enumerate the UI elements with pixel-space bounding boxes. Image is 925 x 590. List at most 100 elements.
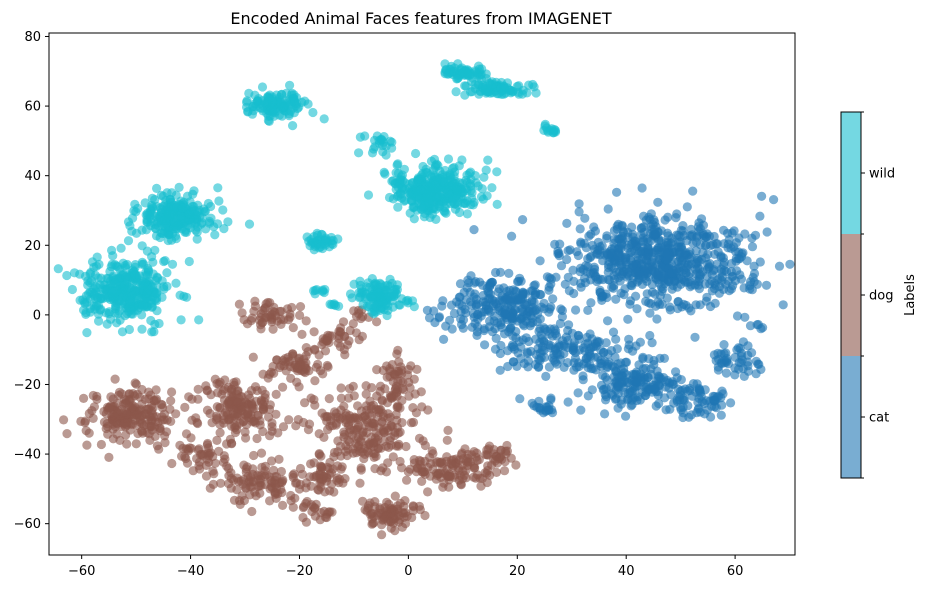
scatter-point [381, 511, 391, 521]
scatter-point [714, 282, 725, 292]
scatter-point [333, 436, 343, 446]
scatter-point [172, 224, 182, 234]
y-tick-label: 40 [24, 169, 41, 184]
scatter-point [241, 467, 251, 477]
scatter-point [372, 317, 382, 327]
scatter-point [660, 248, 671, 258]
scatter-point [403, 467, 413, 477]
scatter-point [598, 370, 608, 380]
scatter-point [104, 292, 114, 302]
scatter-point [536, 290, 546, 300]
scatter-point [545, 329, 555, 339]
scatter-point [393, 202, 403, 212]
scatter-point [659, 353, 670, 363]
scatter-point [576, 405, 586, 415]
scatter-point [322, 360, 332, 371]
scatter-point [636, 377, 646, 387]
scatter-point [200, 206, 210, 216]
scatter-point [271, 409, 281, 419]
scatter-point [112, 398, 122, 408]
scatter-point [553, 249, 563, 259]
scatter-point [739, 283, 749, 293]
scatter-point [152, 441, 162, 451]
scatter-point [123, 236, 134, 246]
scatter-point [438, 482, 448, 492]
scatter-point [107, 245, 117, 255]
scatter-point [732, 311, 743, 321]
scatter-point [568, 265, 578, 275]
scatter-point [484, 441, 495, 451]
scatter-point [610, 352, 620, 362]
scatter-point [419, 467, 429, 477]
scatter-point [709, 350, 720, 360]
scatter-point [505, 324, 515, 334]
scatter-point [662, 293, 672, 303]
scatter-point [726, 267, 737, 277]
scatter-point [548, 294, 558, 304]
scatter-point [571, 305, 581, 315]
scatter-point [685, 268, 695, 278]
scatter-point [510, 305, 520, 315]
scatter-point [654, 399, 664, 409]
scatter-point [390, 526, 400, 536]
scatter-point [178, 203, 188, 213]
scatter-point [443, 154, 454, 164]
scatter-point [296, 360, 306, 370]
scatter-point [497, 89, 507, 99]
scatter-point [690, 332, 700, 342]
scatter-point [490, 456, 500, 466]
scatter-point [110, 374, 120, 384]
scatter-point [349, 391, 359, 401]
scatter-point [159, 282, 169, 292]
scatter-point [214, 446, 224, 456]
scatter-point [420, 510, 430, 521]
scatter-point [494, 284, 504, 294]
scatter-point [478, 290, 488, 301]
scatter-point [263, 96, 273, 106]
scatter-point [465, 87, 476, 97]
scatter-point [664, 277, 674, 287]
scatter-point [563, 358, 573, 368]
scatter-point [340, 474, 350, 484]
scatter-point [652, 314, 662, 324]
scatter-point [623, 314, 633, 324]
scatter-point [583, 391, 593, 401]
scatter-point [756, 324, 766, 334]
scatter-point [658, 284, 668, 294]
series-cat [422, 183, 795, 423]
scatter-point [392, 366, 402, 376]
scatter-point [227, 387, 237, 397]
scatter-point [287, 88, 297, 98]
scatter-point [747, 242, 758, 252]
scatter-point [472, 330, 482, 340]
scatter-point [630, 236, 640, 246]
scatter-point [518, 289, 528, 299]
scatter-point [288, 323, 298, 333]
scatter-point [645, 308, 655, 318]
scatter-point [757, 191, 767, 201]
scatter-point [194, 461, 204, 471]
scatter-point [408, 502, 419, 512]
scatter-point [395, 300, 405, 310]
scatter-point [479, 324, 489, 334]
scatter-point [540, 119, 550, 129]
scatter-point [393, 159, 403, 169]
scatter-point [490, 311, 500, 321]
scatter-point [635, 337, 646, 347]
scatter-point [442, 452, 452, 462]
scatter-point [69, 268, 80, 278]
scatter-point [243, 390, 254, 400]
scatter-point [594, 337, 604, 347]
scatter-point [244, 88, 254, 98]
scatter-point [424, 313, 435, 323]
scatter-point [116, 243, 126, 253]
scatter-point [104, 452, 114, 462]
scatter-point [191, 413, 201, 423]
scatter-point [445, 472, 455, 482]
scatter-point [508, 285, 518, 295]
colorbar-tick-label: cat [869, 411, 889, 426]
scatter-point [353, 442, 363, 452]
scatter-point [674, 392, 684, 402]
scatter-point [150, 245, 160, 255]
scatter-point [463, 275, 473, 285]
